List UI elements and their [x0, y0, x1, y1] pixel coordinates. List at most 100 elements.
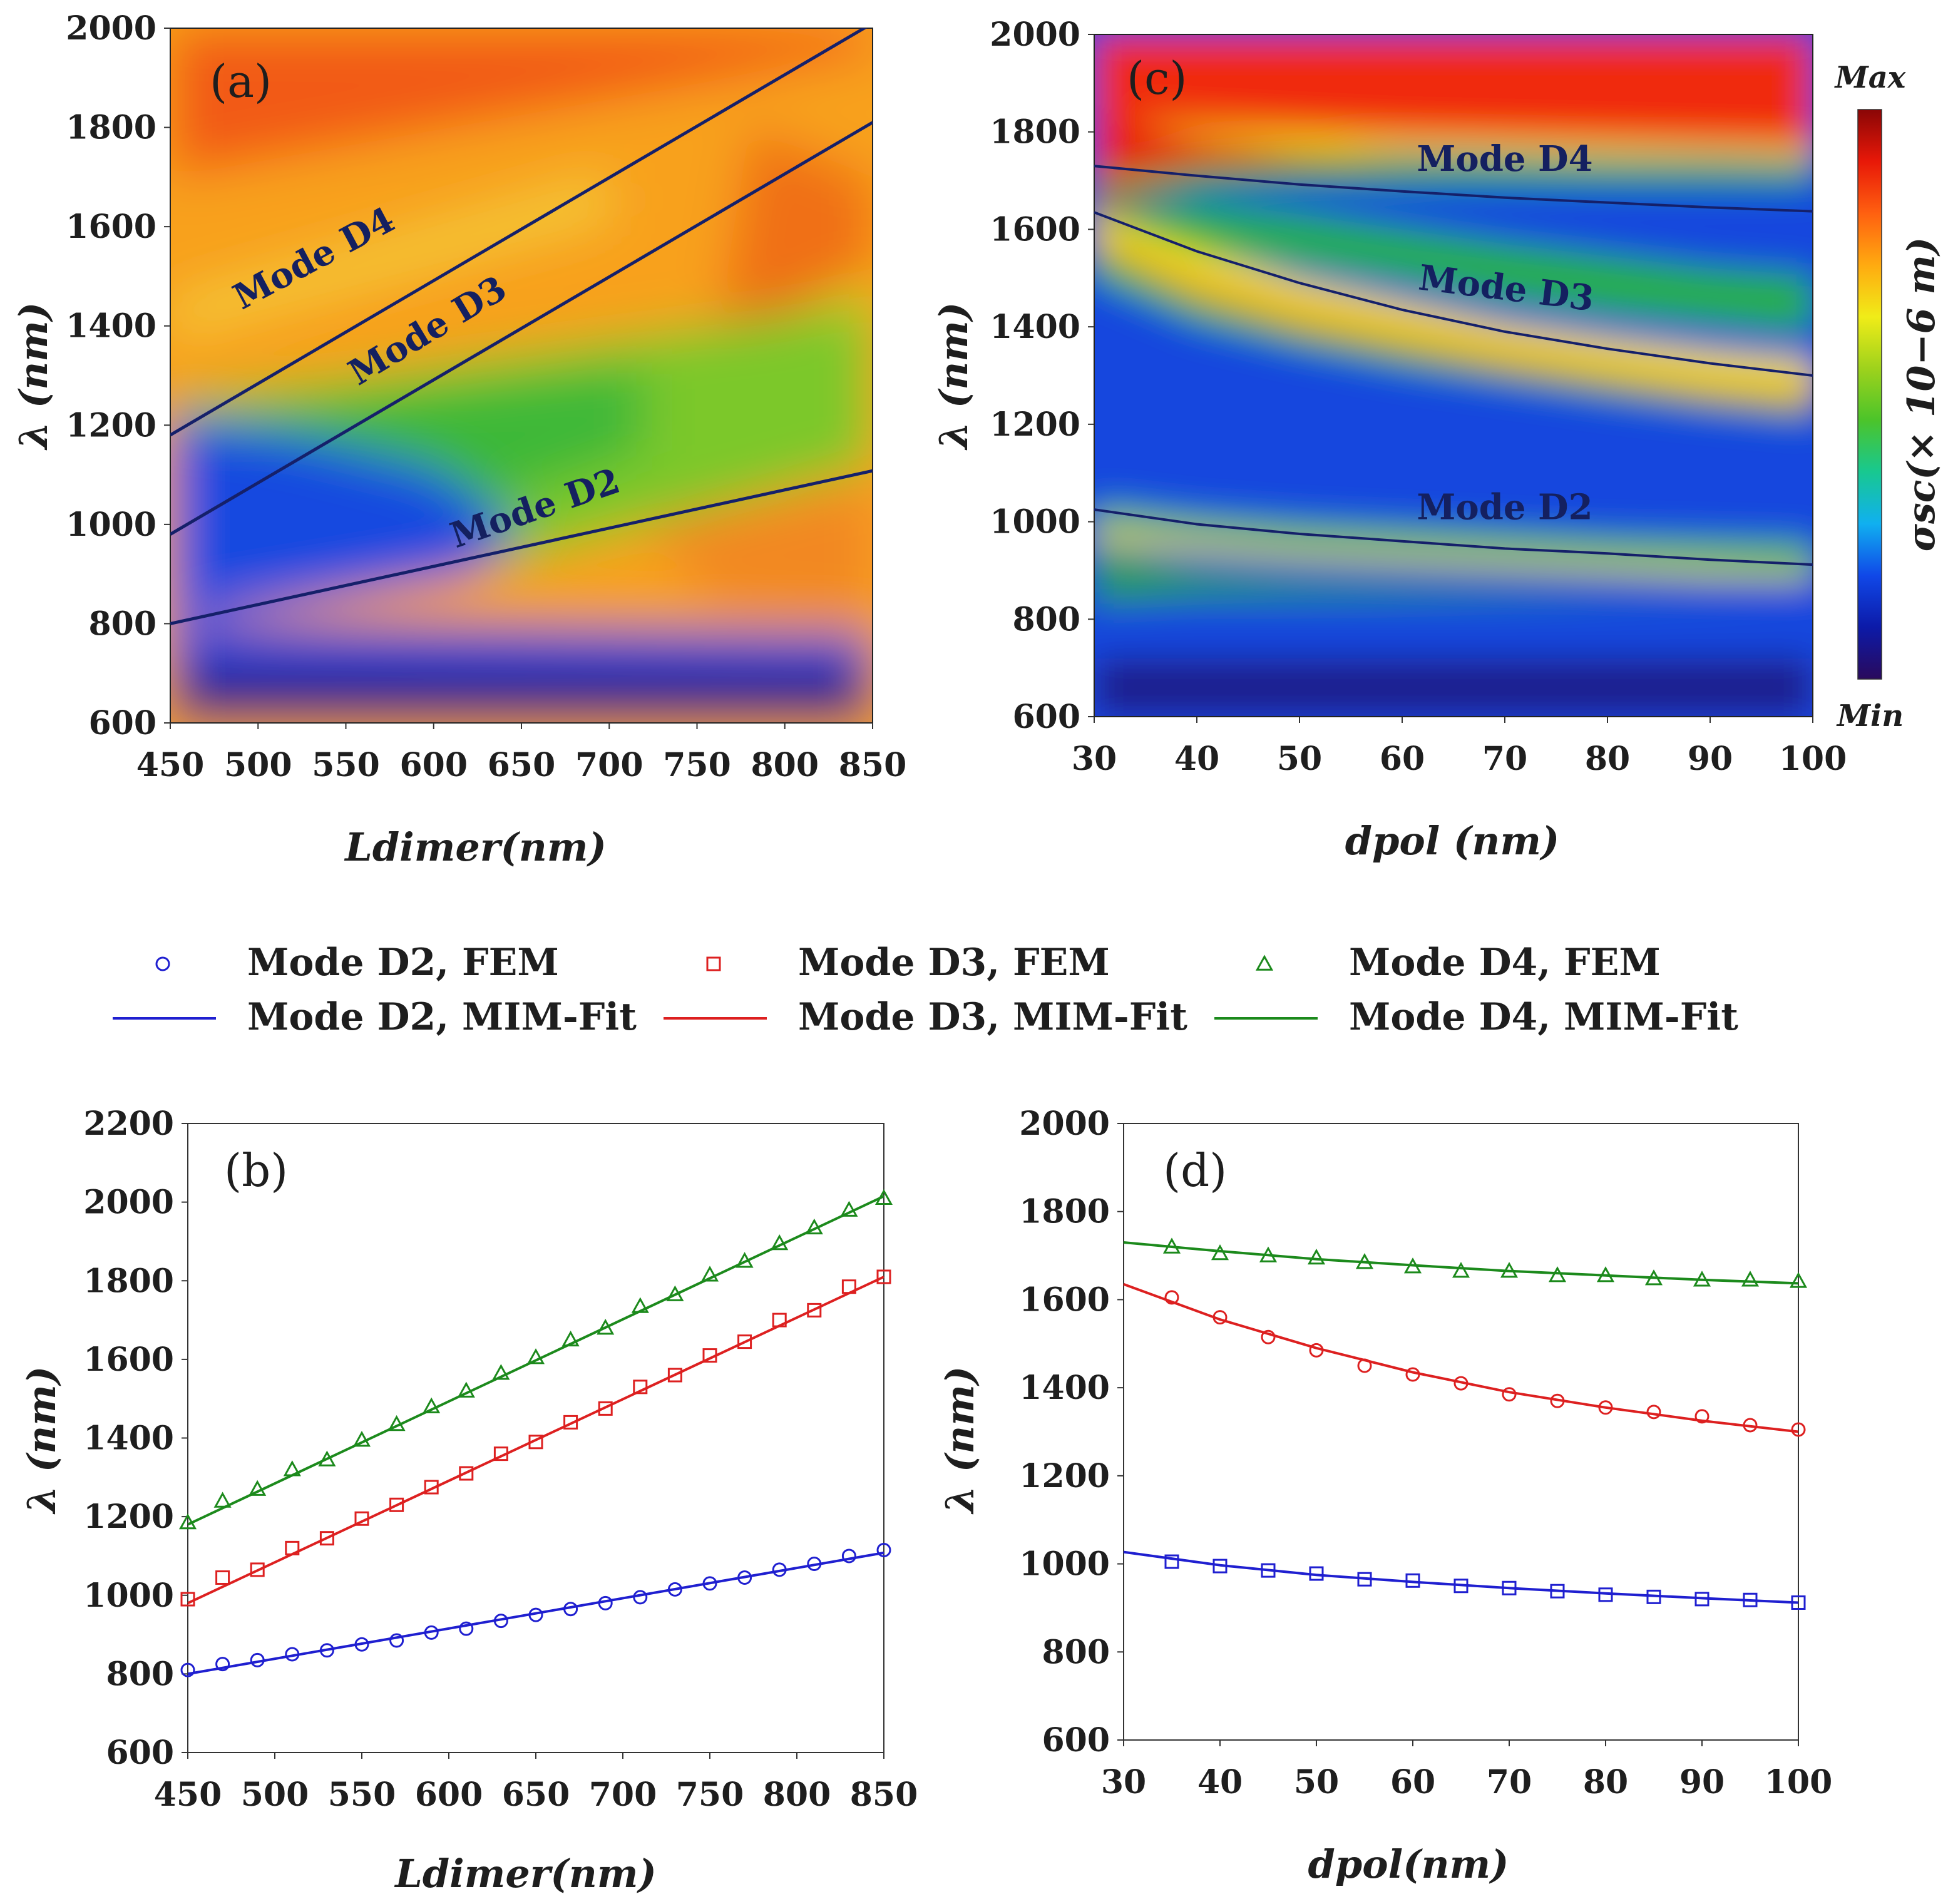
data-point-circle [250, 1652, 265, 1667]
data-point-circle [1550, 1393, 1565, 1408]
data-point-triangle [700, 1266, 719, 1282]
legend-label: Mode D3, FEM [798, 941, 1110, 985]
heatmap-region-top [170, 28, 873, 177]
y-tick-label: 600 [88, 704, 156, 742]
legend-item-d4-line: Mode D4, MIM-Fit [1214, 995, 1738, 1039]
y-tick-label: 2000 [66, 9, 156, 48]
panel-d-plot-area [1123, 1237, 1808, 1610]
data-point-square [528, 1435, 543, 1450]
panel-a-y-ticks: 600 800 1000 1200 1400 1600 1800 2000 [66, 9, 170, 742]
y-tick-label: 1200 [990, 406, 1080, 444]
legend: Mode D2, FEM Mode D3, FEM Mode D4, FEM Mode… [113, 941, 1738, 1039]
data-point-triangle [1693, 1271, 1711, 1287]
x-tick-label: 70 [1487, 1763, 1532, 1801]
data-point-square [1453, 1579, 1469, 1594]
data-point-circle [702, 1576, 717, 1591]
heatmap-band-d2-yellow [1094, 526, 1813, 580]
data-point-circle [354, 1637, 369, 1652]
y-tick-label: 1600 [83, 1341, 174, 1379]
colorbar-max-label: Max [1834, 60, 1907, 95]
y-tick-label: 1200 [66, 406, 156, 444]
y-tick-label: 1600 [1019, 1281, 1110, 1319]
panel-b-x-label: Ldimer(nm) [394, 1851, 657, 1896]
y-tick-label: 1800 [1019, 1193, 1110, 1231]
data-point-square [180, 1592, 195, 1607]
data-point-circle [285, 1647, 300, 1662]
data-point-circle [563, 1602, 578, 1617]
panel-b-plot-area [178, 1189, 893, 1677]
x-tick-label: 40 [1197, 1763, 1243, 1801]
data-point-triangle [874, 1189, 893, 1205]
x-tick-label: 750 [663, 746, 731, 784]
series-d3 [1123, 1282, 1806, 1437]
colorbar: Max Min σsc(× 10−6 m) [1834, 60, 1944, 734]
x-tick-label: 100 [1779, 740, 1847, 778]
data-point-triangle [492, 1364, 510, 1380]
data-point-circle [772, 1562, 787, 1577]
panel-a-intensity-field [170, 28, 873, 723]
data-point-triangle [805, 1218, 823, 1235]
data-point-circle [807, 1557, 822, 1571]
series-d2 [1123, 1550, 1806, 1610]
panel-d-letter: (d) [1163, 1144, 1227, 1197]
fit-line-d3 [1123, 1282, 1799, 1433]
data-point-circle [215, 1657, 230, 1672]
data-point-circle [389, 1633, 404, 1648]
mode-line-mode-d4 [1094, 165, 1813, 213]
panel-d-x-label: dpol(nm) [1308, 1841, 1509, 1887]
heatmap-band-top-red [1094, 34, 1813, 147]
data-point-triangle [1741, 1271, 1760, 1287]
legend-label: Mode D2, FEM [247, 941, 559, 985]
panel-d-scatter: 30 40 50 60 70 80 90 100 600 800 1000 1200 1400 1600… [937, 1105, 1832, 1887]
data-point-triangle [249, 1480, 267, 1496]
heatmap-band-d3-yellow [1094, 215, 1813, 391]
x-tick-label: 80 [1583, 1763, 1628, 1801]
data-point-triangle [840, 1200, 858, 1217]
data-point-circle [1357, 1358, 1372, 1373]
data-point-square [285, 1540, 300, 1555]
y-tick-label: 600 [1042, 1721, 1110, 1759]
data-point-square [598, 1401, 613, 1416]
data-point-square [1550, 1584, 1565, 1599]
legend-item-d3-line: Mode D3, MIM-Fit [664, 995, 1187, 1039]
x-tick-label: 450 [136, 746, 205, 784]
data-point-square [1212, 1559, 1228, 1574]
panel-c-heatmap-field [1094, 34, 1813, 717]
data-point-triangle [526, 1348, 545, 1364]
data-point-triangle [771, 1234, 789, 1251]
panel-d-y-ticks: 600 800 1000 1200 1400 1600 1800 2000 [1019, 1105, 1124, 1759]
data-point-triangle [283, 1460, 301, 1477]
data-point-circle [1791, 1422, 1806, 1437]
panel-d-frame [1123, 1123, 1799, 1741]
data-point-square [1405, 1573, 1420, 1588]
legend-item-d2-line: Mode D2, MIM-Fit [113, 995, 637, 1039]
x-tick-label: 60 [1380, 740, 1425, 778]
x-tick-label: 30 [1101, 1763, 1146, 1801]
x-tick-label: 80 [1585, 740, 1630, 778]
data-point-square [737, 1334, 752, 1349]
data-point-square [319, 1531, 334, 1546]
data-point-square [702, 1348, 717, 1363]
x-tick-label: 60 [1390, 1763, 1435, 1801]
x-tick-label: 850 [839, 746, 907, 784]
data-point-circle [528, 1607, 543, 1622]
data-point-square [1646, 1589, 1661, 1604]
x-tick-label: 700 [575, 746, 643, 784]
panel-b-letter: (b) [224, 1144, 288, 1197]
data-point-square [772, 1313, 787, 1328]
data-point-circle [1405, 1367, 1420, 1382]
data-point-circle [155, 956, 170, 971]
heatmap-band-bottom [1094, 658, 1813, 717]
x-tick-label: 800 [751, 746, 819, 784]
y-tick-label: 1000 [990, 503, 1080, 541]
panel-c-intensity-field [1094, 34, 1813, 717]
data-point-circle [1164, 1290, 1179, 1305]
data-point-circle [1598, 1400, 1613, 1415]
data-point-circle [633, 1590, 648, 1605]
x-tick-label: 50 [1294, 1763, 1339, 1801]
y-tick-label: 1400 [1019, 1369, 1110, 1407]
data-point-circle [1694, 1409, 1710, 1424]
panel-a-letter: (a) [210, 55, 272, 108]
data-point-circle [180, 1662, 195, 1677]
